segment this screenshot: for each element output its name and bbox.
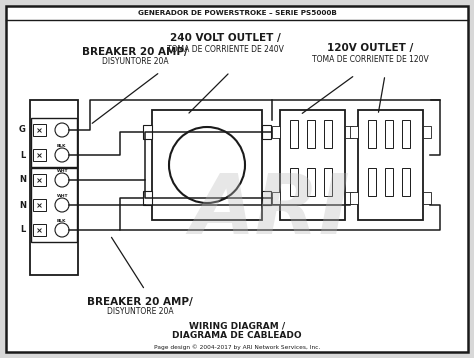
- Bar: [368, 168, 376, 196]
- Text: TOMA DE CORRIENTE DE 120V: TOMA DE CORRIENTE DE 120V: [311, 55, 428, 64]
- Circle shape: [55, 123, 69, 137]
- Text: L: L: [21, 226, 26, 234]
- Bar: [368, 120, 376, 148]
- Text: BREAKER 20 AMP/: BREAKER 20 AMP/: [87, 297, 193, 307]
- Circle shape: [55, 223, 69, 237]
- Bar: [33, 224, 46, 236]
- Circle shape: [55, 148, 69, 162]
- Bar: [385, 168, 393, 196]
- Bar: [262, 191, 271, 205]
- Text: DISYUNTORE 20A: DISYUNTORE 20A: [107, 308, 173, 316]
- Bar: [30, 100, 78, 275]
- Text: L: L: [21, 150, 26, 160]
- Text: N: N: [19, 175, 26, 184]
- Text: GENERADOR DE POWERSTROKE – SERIE PS5000B: GENERADOR DE POWERSTROKE – SERIE PS5000B: [137, 10, 337, 16]
- Bar: [33, 149, 46, 161]
- Bar: [402, 120, 410, 148]
- Bar: [290, 168, 298, 196]
- Bar: [33, 174, 46, 186]
- Text: WIRING DIAGRAM /: WIRING DIAGRAM /: [189, 321, 285, 330]
- Circle shape: [55, 173, 69, 187]
- Bar: [345, 126, 353, 138]
- Bar: [290, 120, 298, 148]
- Bar: [350, 192, 358, 204]
- Text: DIAGRAMA DE CABLEADO: DIAGRAMA DE CABLEADO: [172, 332, 302, 340]
- Bar: [350, 126, 358, 138]
- Bar: [402, 168, 410, 196]
- Bar: [272, 126, 280, 138]
- Text: 120V OUTLET /: 120V OUTLET /: [327, 43, 413, 53]
- Bar: [345, 192, 353, 204]
- Bar: [143, 125, 152, 139]
- Bar: [31, 118, 77, 167]
- Bar: [307, 120, 315, 148]
- Bar: [280, 110, 345, 220]
- Bar: [33, 199, 46, 211]
- Bar: [262, 125, 271, 139]
- Bar: [324, 120, 332, 148]
- Bar: [307, 168, 315, 196]
- Text: Page design © 2004-2017 by ARI Network Services, Inc.: Page design © 2004-2017 by ARI Network S…: [154, 344, 320, 350]
- Bar: [385, 120, 393, 148]
- Circle shape: [55, 198, 69, 212]
- Bar: [423, 192, 431, 204]
- Text: WHT: WHT: [57, 194, 69, 198]
- Circle shape: [169, 127, 245, 203]
- Text: N: N: [19, 200, 26, 209]
- Bar: [143, 191, 152, 205]
- Text: WHT: WHT: [57, 169, 69, 173]
- Text: ARI: ARI: [190, 169, 350, 251]
- Bar: [33, 124, 46, 136]
- Text: BLK: BLK: [57, 219, 66, 223]
- Text: G: G: [19, 126, 26, 135]
- Text: BREAKER 20 AMP/: BREAKER 20 AMP/: [82, 47, 188, 57]
- Text: 240 VOLT OUTLET /: 240 VOLT OUTLET /: [170, 33, 281, 43]
- Bar: [272, 192, 280, 204]
- Bar: [423, 126, 431, 138]
- Text: DISYUNTORE 20A: DISYUNTORE 20A: [102, 58, 168, 67]
- Bar: [152, 110, 262, 220]
- Text: TOMA DE CORRIENTE DE 240V: TOMA DE CORRIENTE DE 240V: [166, 44, 283, 53]
- Bar: [358, 110, 423, 220]
- Bar: [31, 168, 77, 242]
- Bar: [324, 168, 332, 196]
- Text: BLK: BLK: [57, 144, 66, 148]
